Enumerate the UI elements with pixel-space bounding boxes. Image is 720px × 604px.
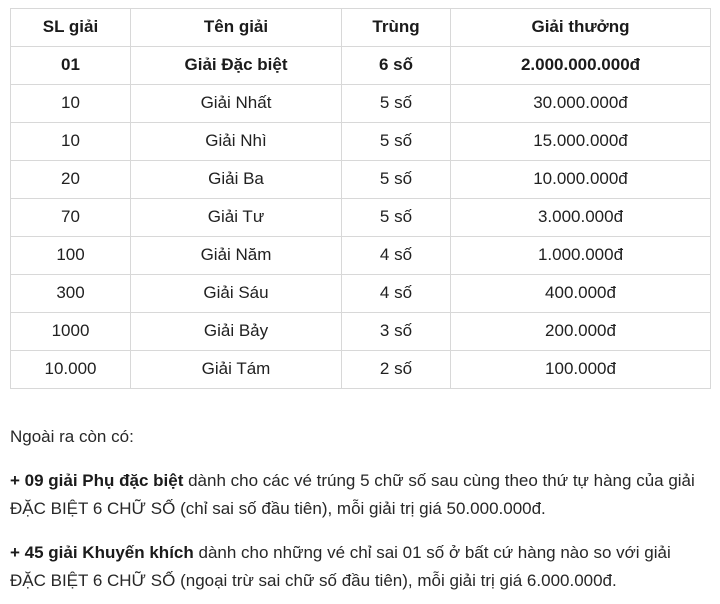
prize-quantity-cell: 10 (10, 122, 131, 161)
note-item-lead: + 09 giải Phụ đặc biệt (10, 471, 184, 490)
note-item: + 09 giải Phụ đặc biệt dành cho các vé t… (10, 467, 710, 523)
prize-name-cell: Giải Tư (130, 198, 342, 237)
prize-value-cell: 400.000đ (450, 274, 711, 313)
prize-table-row: 100 Giải Năm 4 số 1.000.000đ (10, 236, 711, 275)
prize-match-cell: 5 số (341, 198, 451, 237)
prize-quantity-cell: 10.000 (10, 350, 131, 389)
prize-name-cell: Giải Nhì (130, 122, 342, 161)
prize-value-cell: 30.000.000đ (450, 84, 711, 123)
note-item-text: dành cho những vé chỉ sai 01 số ở bất cứ… (10, 543, 671, 590)
prize-name-cell: Giải Ba (130, 160, 342, 199)
column-header-prize-value: Giải thưởng (450, 8, 711, 47)
prize-name-cell: Giải Tám (130, 350, 342, 389)
prize-table-header-row: SL giải Tên giải Trùng Giải thưởng (10, 8, 711, 47)
prize-table-row: 70 Giải Tư 5 số 3.000.000đ (10, 198, 711, 237)
prize-name-cell: Giải Nhất (130, 84, 342, 123)
prize-table-body: 01 Giải Đặc biệt 6 số 2.000.000.000đ 10 Giải … (10, 46, 711, 389)
prize-table-row: 10.000 Giải Tám 2 số 100.000đ (10, 350, 711, 389)
prize-quantity-cell: 1000 (10, 312, 131, 351)
prize-name-cell: Giải Đặc biệt (130, 46, 342, 85)
notes-intro: Ngoài ra còn có: (10, 427, 134, 446)
prize-table: SL giải Tên giải Trùng Giải thưởng 01 Giả… (10, 8, 711, 389)
prize-value-cell: 10.000.000đ (450, 160, 711, 199)
note-item-text: dành cho các vé trúng 5 chữ số sau cùng … (10, 471, 695, 518)
notes-section: Ngoài ra còn có: + 09 giải Phụ đặc biệt … (10, 423, 710, 595)
prize-table-row: 300 Giải Sáu 4 số 400.000đ (10, 274, 711, 313)
prize-table-row: 10 Giải Nhất 5 số 30.000.000đ (10, 84, 711, 123)
prize-value-cell: 1.000.000đ (450, 236, 711, 275)
prize-table-row: 01 Giải Đặc biệt 6 số 2.000.000.000đ (10, 46, 711, 85)
prize-table-row: 10 Giải Nhì 5 số 15.000.000đ (10, 122, 711, 161)
prize-value-cell: 2.000.000.000đ (450, 46, 711, 85)
prize-table-row: 1000 Giải Bảy 3 số 200.000đ (10, 312, 711, 351)
prize-quantity-cell: 300 (10, 274, 131, 313)
prize-value-cell: 15.000.000đ (450, 122, 711, 161)
prize-quantity-cell: 100 (10, 236, 131, 275)
prize-quantity-cell: 10 (10, 84, 131, 123)
prize-match-cell: 4 số (341, 236, 451, 275)
prize-name-cell: Giải Sáu (130, 274, 342, 313)
prize-quantity-cell: 20 (10, 160, 131, 199)
prize-match-cell: 2 số (341, 350, 451, 389)
prize-name-cell: Giải Năm (130, 236, 342, 275)
prize-match-cell: 5 số (341, 84, 451, 123)
prize-value-cell: 3.000.000đ (450, 198, 711, 237)
column-header-quantity: SL giải (10, 8, 131, 47)
note-item-lead: + 45 giải Khuyến khích (10, 543, 194, 562)
column-header-prize-name: Tên giải (130, 8, 342, 47)
lottery-prize-page: SL giải Tên giải Trùng Giải thưởng 01 Giả… (0, 8, 720, 604)
prize-quantity-cell: 70 (10, 198, 131, 237)
column-header-match: Trùng (341, 8, 451, 47)
note-item: + 45 giải Khuyến khích dành cho những vé… (10, 539, 710, 595)
prize-match-cell: 3 số (341, 312, 451, 351)
prize-match-cell: 6 số (341, 46, 451, 85)
notes-list: + 09 giải Phụ đặc biệt dành cho các vé t… (10, 467, 710, 595)
prize-match-cell: 5 số (341, 160, 451, 199)
prize-table-row: 20 Giải Ba 5 số 10.000.000đ (10, 160, 711, 199)
prize-value-cell: 200.000đ (450, 312, 711, 351)
prize-match-cell: 4 số (341, 274, 451, 313)
prize-match-cell: 5 số (341, 122, 451, 161)
prize-name-cell: Giải Bảy (130, 312, 342, 351)
prize-quantity-cell: 01 (10, 46, 131, 85)
prize-value-cell: 100.000đ (450, 350, 711, 389)
